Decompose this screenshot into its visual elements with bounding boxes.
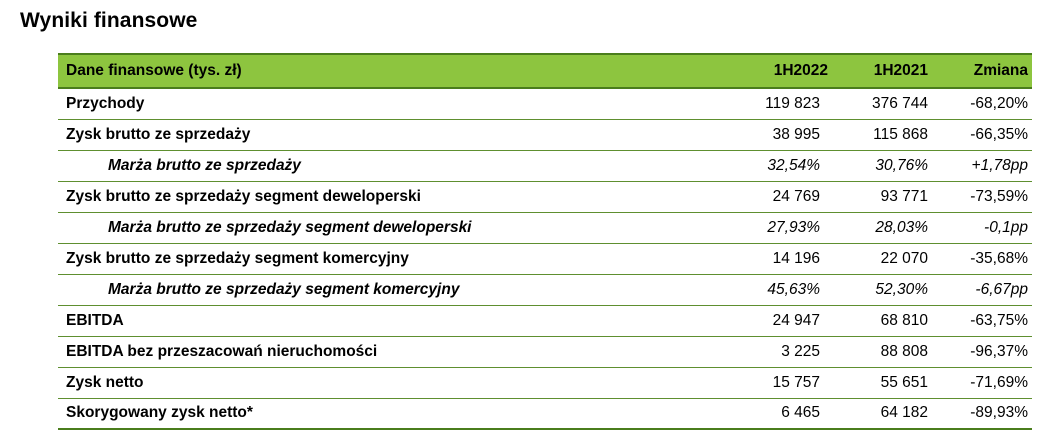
- table-row: Marża brutto ze sprzedaży segment dewelo…: [58, 212, 1032, 244]
- value-change: -71,69%: [932, 367, 1032, 399]
- value-1h2021: 28,03%: [832, 212, 932, 244]
- table-row: Marża brutto ze sprzedaży 32,54% 30,76% …: [58, 150, 1032, 182]
- value-1h2021: 22 070: [832, 243, 932, 275]
- table-row: EBITDA bez przeszacowań nieruchomości 3 …: [58, 336, 1032, 368]
- table-row: Marża brutto ze sprzedaży segment komerc…: [58, 274, 1032, 306]
- row-label: Marża brutto ze sprzedaży: [58, 150, 722, 182]
- value-1h2022: 15 757: [722, 367, 832, 399]
- value-1h2021: 376 744: [832, 88, 932, 120]
- row-label: Zysk netto: [58, 367, 722, 399]
- value-1h2021: 68 810: [832, 305, 932, 337]
- table-row: Zysk brutto ze sprzedaży segment dewelop…: [58, 181, 1032, 213]
- value-change: -73,59%: [932, 181, 1032, 213]
- column-header-change: Zmiana: [932, 53, 1032, 89]
- row-label: Zysk brutto ze sprzedaży segment dewelop…: [58, 181, 722, 213]
- row-label: Marża brutto ze sprzedaży segment komerc…: [58, 274, 722, 306]
- row-label: EBITDA bez przeszacowań nieruchomości: [58, 336, 722, 368]
- page-title: Wyniki finansowe: [20, 9, 198, 32]
- table-row: Zysk brutto ze sprzedaży 38 995 115 868 …: [58, 119, 1032, 151]
- value-1h2021: 115 868: [832, 119, 932, 151]
- table-row: Przychody 119 823 376 744 -68,20%: [58, 88, 1032, 120]
- financial-results-table: Dane finansowe (tys. zł) 1H2022 1H2021 Z…: [58, 53, 1032, 430]
- value-1h2021: 30,76%: [832, 150, 932, 182]
- value-1h2022: 3 225: [722, 336, 832, 368]
- row-label: Zysk brutto ze sprzedaży segment komercy…: [58, 243, 722, 275]
- value-change: -35,68%: [932, 243, 1032, 275]
- value-change: -0,1pp: [932, 212, 1032, 244]
- value-change: -68,20%: [932, 88, 1032, 120]
- value-change: +1,78pp: [932, 150, 1032, 182]
- value-1h2021: 93 771: [832, 181, 932, 213]
- table-row: Skorygowany zysk netto* 6 465 64 182 -89…: [58, 398, 1032, 430]
- value-1h2022: 45,63%: [722, 274, 832, 306]
- value-1h2022: 119 823: [722, 88, 832, 120]
- value-1h2022: 6 465: [722, 398, 832, 430]
- table-row: Zysk brutto ze sprzedaży segment komercy…: [58, 243, 1032, 275]
- value-1h2022: 24 769: [722, 181, 832, 213]
- value-1h2022: 38 995: [722, 119, 832, 151]
- table-header-row: Dane finansowe (tys. zł) 1H2022 1H2021 Z…: [58, 53, 1032, 89]
- row-label: EBITDA: [58, 305, 722, 337]
- table-row: EBITDA 24 947 68 810 -63,75%: [58, 305, 1032, 337]
- column-header-label: Dane finansowe (tys. zł): [58, 53, 722, 89]
- value-change: -89,93%: [932, 398, 1032, 430]
- row-label: Zysk brutto ze sprzedaży: [58, 119, 722, 151]
- column-header-1h2021: 1H2021: [832, 53, 932, 89]
- value-change: -6,67pp: [932, 274, 1032, 306]
- value-1h2022: 27,93%: [722, 212, 832, 244]
- row-label: Przychody: [58, 88, 722, 120]
- value-1h2021: 52,30%: [832, 274, 932, 306]
- table-row: Zysk netto 15 757 55 651 -71,69%: [58, 367, 1032, 399]
- value-1h2021: 88 808: [832, 336, 932, 368]
- value-change: -96,37%: [932, 336, 1032, 368]
- row-label: Marża brutto ze sprzedaży segment dewelo…: [58, 212, 722, 244]
- value-change: -63,75%: [932, 305, 1032, 337]
- value-1h2022: 32,54%: [722, 150, 832, 182]
- row-label: Skorygowany zysk netto*: [58, 398, 722, 430]
- value-1h2021: 64 182: [832, 398, 932, 430]
- column-header-1h2022: 1H2022: [722, 53, 832, 89]
- value-1h2022: 14 196: [722, 243, 832, 275]
- value-1h2021: 55 651: [832, 367, 932, 399]
- value-change: -66,35%: [932, 119, 1032, 151]
- value-1h2022: 24 947: [722, 305, 832, 337]
